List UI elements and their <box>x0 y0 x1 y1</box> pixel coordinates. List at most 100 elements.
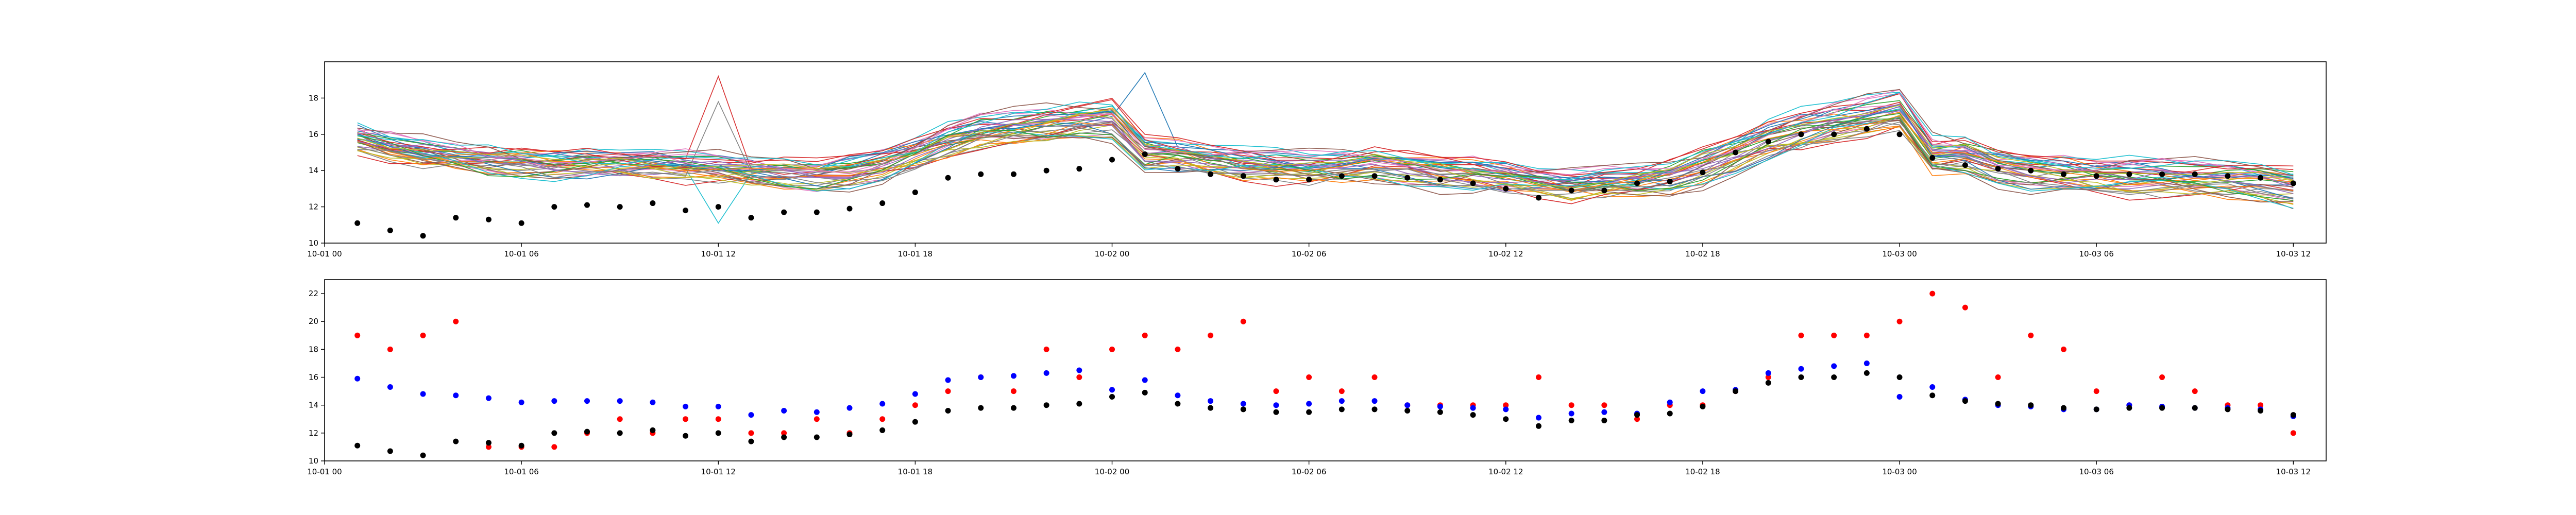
blue-point <box>1929 384 1936 390</box>
x-tick-label: 10-02 12 <box>1488 467 1523 476</box>
blue-point <box>584 398 590 404</box>
observed-point <box>1371 173 1378 179</box>
red-point <box>1109 346 1115 352</box>
blue-point <box>1896 393 1903 400</box>
x-tick-label: 10-03 12 <box>2276 467 2311 476</box>
red-point <box>1831 332 1837 338</box>
observed-point <box>1240 173 1246 179</box>
red-point <box>715 416 721 422</box>
observed-point <box>1010 171 1016 177</box>
red-point <box>2258 402 2264 408</box>
y-tick-label: 16 <box>309 373 318 382</box>
red-point <box>1568 402 1574 408</box>
observed-point <box>551 430 557 436</box>
observed-point <box>1240 406 1246 413</box>
blue-point <box>1371 398 1378 404</box>
observed-point <box>453 438 459 444</box>
x-tick-label: 10-02 00 <box>1095 249 1129 259</box>
x-tick-label: 10-01 00 <box>307 467 342 476</box>
red-point <box>814 416 820 422</box>
observed-point <box>1273 409 1279 415</box>
observed-point <box>683 433 689 439</box>
red-point <box>683 416 689 422</box>
observed-point <box>2159 405 2165 411</box>
y-tick-label: 18 <box>309 93 318 102</box>
observed-point <box>1338 406 1345 413</box>
observed-point <box>1667 410 1673 417</box>
blue-point <box>945 377 951 383</box>
observed-point <box>1601 187 1607 194</box>
blue-point <box>1076 367 1082 373</box>
observed-point <box>650 427 656 433</box>
ensemble-member-line <box>357 92 2294 180</box>
observed-point <box>978 171 984 177</box>
red-point <box>1371 374 1378 381</box>
red-point <box>453 318 459 324</box>
ensemble-panel: 10-01 00 10-01 06 10-01 12 10-01 18 10-02 00… <box>307 61 2327 259</box>
ensemble-member-line <box>357 100 2294 196</box>
observed-point <box>683 208 689 214</box>
red-point <box>354 332 361 338</box>
ensemble-lines <box>357 72 2294 224</box>
observed-point <box>1043 402 1049 408</box>
blue-point <box>978 374 984 381</box>
blue-point <box>1503 406 1509 413</box>
red-point <box>1634 416 1640 422</box>
blue-point <box>1273 402 1279 408</box>
blue-point <box>453 392 459 399</box>
observed-point <box>2060 171 2066 177</box>
observed-point <box>1338 173 1345 179</box>
observed-point <box>1503 185 1509 192</box>
observed-point <box>1962 162 1968 168</box>
red-point <box>1896 318 1903 324</box>
observed-point <box>2126 405 2132 411</box>
y-axis-ticks: 10 12 14 16 18 20 22 <box>309 289 325 466</box>
observed-point <box>485 440 492 446</box>
x-tick-label: 10-02 12 <box>1488 249 1523 259</box>
blue-point <box>1437 403 1443 409</box>
observed-point <box>1733 388 1739 394</box>
observed-point <box>846 432 853 438</box>
observed-point <box>2093 173 2099 179</box>
red-point <box>1503 402 1509 408</box>
observed-point <box>1765 139 1771 145</box>
ensemble-member-line <box>357 93 2294 176</box>
x-tick-label: 10-01 18 <box>898 467 933 476</box>
red-point <box>1995 374 2001 381</box>
red-point <box>1765 374 1771 381</box>
blue-point <box>748 412 754 418</box>
observed-point <box>1634 180 1640 186</box>
observed-point <box>518 442 524 449</box>
observed-point <box>1043 167 1049 174</box>
red-point <box>2290 430 2296 436</box>
red-point <box>387 346 393 352</box>
blue-point <box>1208 398 1214 404</box>
observed-point <box>781 434 787 440</box>
observed-point <box>1306 177 1312 183</box>
y-tick-label: 16 <box>309 130 318 139</box>
blue-point <box>650 399 656 405</box>
blue-point <box>1863 360 1870 366</box>
observed-point <box>978 405 984 411</box>
observed-point <box>1142 389 1148 396</box>
ensemble-member-line <box>357 100 2294 181</box>
blue-point <box>1010 373 1016 379</box>
blue-point <box>814 409 820 415</box>
comparison-points <box>354 290 2296 458</box>
observed-point <box>1995 401 2001 407</box>
red-point <box>2159 374 2165 381</box>
observed-point <box>781 209 787 215</box>
blue-point <box>683 403 689 409</box>
observed-point <box>748 438 754 444</box>
observed-point <box>2093 406 2099 413</box>
y-tick-label: 12 <box>309 202 318 212</box>
observed-point <box>387 227 393 233</box>
observed-point <box>1568 187 1574 194</box>
observed-point <box>1142 151 1148 158</box>
blue-point <box>1470 405 1476 411</box>
observed-point <box>2060 405 2066 411</box>
red-point <box>551 444 557 450</box>
red-point <box>1043 346 1049 352</box>
observed-point <box>1733 149 1739 156</box>
y-tick-label: 10 <box>309 238 318 248</box>
